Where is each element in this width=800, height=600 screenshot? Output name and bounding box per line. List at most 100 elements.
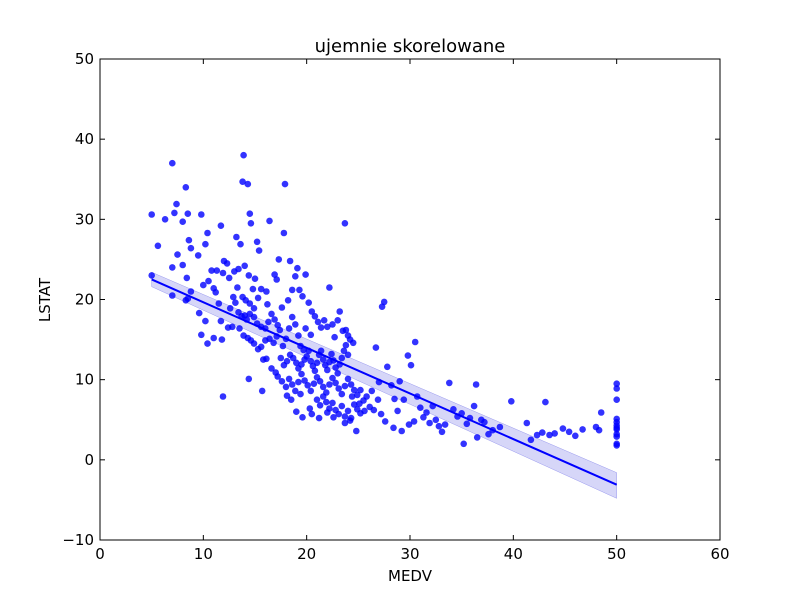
data-point: [182, 184, 190, 191]
data-point: [273, 276, 281, 283]
data-point: [396, 378, 404, 385]
data-point: [253, 238, 261, 246]
data-point: [198, 211, 205, 218]
data-point: [241, 262, 248, 270]
data-point: [463, 420, 471, 428]
x-tick-label: 20: [297, 545, 316, 563]
data-point: [184, 210, 192, 217]
data-point: [420, 414, 427, 421]
data-point: [161, 216, 169, 223]
data-point: [266, 217, 273, 225]
data-point: [407, 361, 415, 369]
data-point: [297, 390, 304, 398]
x-tick-label: 10: [194, 545, 213, 563]
data-point: [316, 402, 324, 409]
data-point: [202, 240, 209, 248]
data-point: [473, 434, 481, 441]
data-point: [288, 381, 296, 388]
data-point: [613, 385, 620, 392]
data-point: [342, 341, 350, 349]
data-point: [595, 426, 603, 434]
data-point: [542, 398, 549, 406]
regression-line: [151, 278, 618, 486]
data-point: [485, 430, 492, 438]
data-point: [265, 318, 272, 326]
data-point: [204, 229, 211, 237]
data-point: [187, 288, 195, 295]
data-point: [301, 377, 308, 384]
data-point: [202, 317, 209, 325]
data-point: [417, 404, 424, 412]
data-point: [210, 334, 217, 342]
data-point: [288, 313, 296, 321]
data-point: [230, 293, 237, 301]
data-point: [235, 265, 242, 273]
data-point: [251, 275, 259, 283]
y-tick-label: 40: [75, 130, 94, 148]
data-point: [258, 387, 266, 395]
data-point: [363, 393, 370, 400]
data-point: [183, 274, 191, 282]
data-point: [340, 347, 348, 355]
data-point: [438, 428, 446, 436]
data-point: [205, 277, 212, 285]
data-point: [338, 354, 346, 362]
data-point: [270, 339, 277, 347]
data-point: [311, 367, 319, 375]
data-point: [317, 324, 325, 331]
data-point: [342, 326, 350, 334]
data-point: [246, 210, 254, 217]
data-point: [302, 271, 309, 278]
data-point: [293, 408, 300, 416]
data-point: [218, 336, 226, 343]
data-point: [285, 375, 293, 383]
data-point: [266, 335, 273, 343]
data-point: [314, 318, 322, 326]
data-point: [185, 236, 193, 244]
data-point: [217, 222, 225, 229]
data-point: [296, 286, 303, 294]
data-point: [299, 293, 306, 300]
data-point: [565, 428, 573, 436]
data-point: [572, 432, 579, 440]
data-point: [341, 419, 349, 427]
data-point: [173, 200, 180, 208]
data-point: [295, 332, 302, 339]
data-point: [390, 424, 397, 432]
data-point: [278, 304, 286, 311]
data-point: [295, 378, 302, 386]
data-point: [148, 272, 155, 279]
data-point: [281, 180, 289, 188]
data-point: [405, 421, 413, 428]
data-point: [334, 317, 342, 324]
data-point: [472, 381, 480, 388]
x-tick-label: 30: [400, 545, 419, 563]
data-point: [374, 396, 382, 404]
data-point: [546, 431, 553, 439]
data-point: [311, 313, 319, 320]
data-point: [275, 256, 283, 263]
data-point: [294, 264, 301, 272]
data-point: [219, 269, 227, 277]
data-point: [324, 323, 331, 331]
data-point: [213, 267, 221, 274]
y-tick-label: −10: [62, 531, 94, 549]
data-point: [306, 405, 314, 412]
data-point: [334, 370, 342, 377]
data-point: [380, 298, 388, 306]
data-point: [224, 324, 232, 331]
data-point: [194, 252, 202, 259]
data-point: [441, 421, 449, 428]
data-point: [239, 178, 246, 185]
data-point: [410, 418, 418, 425]
data-point: [237, 240, 244, 248]
data-point: [344, 351, 352, 359]
data-point: [319, 356, 327, 363]
data-point: [302, 325, 309, 332]
data-point: [346, 417, 354, 424]
data-point: [341, 382, 349, 390]
data-point: [276, 326, 284, 334]
data-point: [381, 418, 389, 425]
data-point: [154, 242, 162, 250]
